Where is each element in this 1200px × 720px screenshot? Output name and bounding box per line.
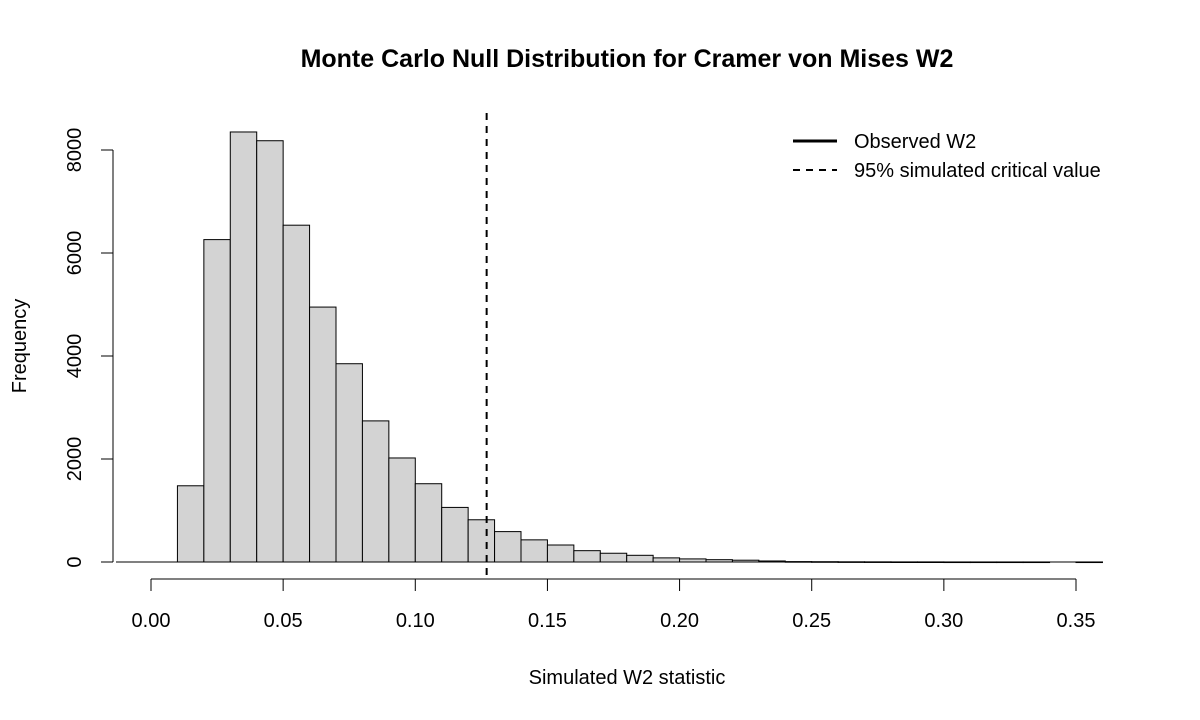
histogram-bar xyxy=(520,539,548,563)
histogram-bar xyxy=(494,531,522,563)
legend-critical-label: 95% simulated critical value xyxy=(854,160,1101,182)
y-tick-label: 4000 xyxy=(64,334,86,379)
histogram-bar xyxy=(335,363,363,563)
legend: Observed W2 95% simulated critical value xyxy=(793,131,1101,182)
y-tick-label: 2000 xyxy=(64,437,86,482)
histogram-bar xyxy=(388,457,416,563)
x-tick-label: 0.35 xyxy=(1057,610,1096,632)
x-tick-label: 0.10 xyxy=(396,610,435,632)
histogram-bar xyxy=(256,140,284,563)
histogram-bar xyxy=(546,544,575,563)
histogram-bar xyxy=(599,552,628,563)
x-tick-label: 0.30 xyxy=(924,610,963,632)
x-axis: 0.00 0.05 0.10 0.15 0.20 0.25 0.30 0.35 xyxy=(132,578,1096,632)
x-tick-label: 0.25 xyxy=(792,610,831,632)
histogram-bar xyxy=(309,306,337,563)
histogram-bar xyxy=(282,224,311,563)
y-tick-label: 0 xyxy=(64,556,86,567)
y-tick-label: 8000 xyxy=(64,128,86,173)
y-axis-label: Frequency xyxy=(9,299,31,394)
histogram-bar xyxy=(626,554,654,563)
histogram-bar xyxy=(441,506,469,563)
histogram-bar xyxy=(176,485,205,563)
histogram-bar xyxy=(652,557,681,563)
histogram-bar xyxy=(361,420,390,563)
histogram-bar xyxy=(573,550,601,563)
histogram-bars xyxy=(176,131,1103,564)
x-tick-label: 0.15 xyxy=(528,610,567,632)
histogram-bar xyxy=(414,483,443,563)
histogram-bar xyxy=(467,519,496,563)
histogram-bar xyxy=(203,239,231,563)
legend-observed-label: Observed W2 xyxy=(854,131,976,153)
x-tick-label: 0.00 xyxy=(132,610,171,632)
x-tick-label: 0.20 xyxy=(660,610,699,632)
x-tick-label: 0.05 xyxy=(264,610,303,632)
histogram-bar xyxy=(229,131,258,563)
y-axis: 0 2000 4000 6000 8000 xyxy=(64,128,114,568)
chart-title: Monte Carlo Null Distribution for Cramer… xyxy=(301,45,954,73)
x-axis-label: Simulated W2 statistic xyxy=(529,667,726,689)
y-tick-label: 6000 xyxy=(64,231,86,276)
